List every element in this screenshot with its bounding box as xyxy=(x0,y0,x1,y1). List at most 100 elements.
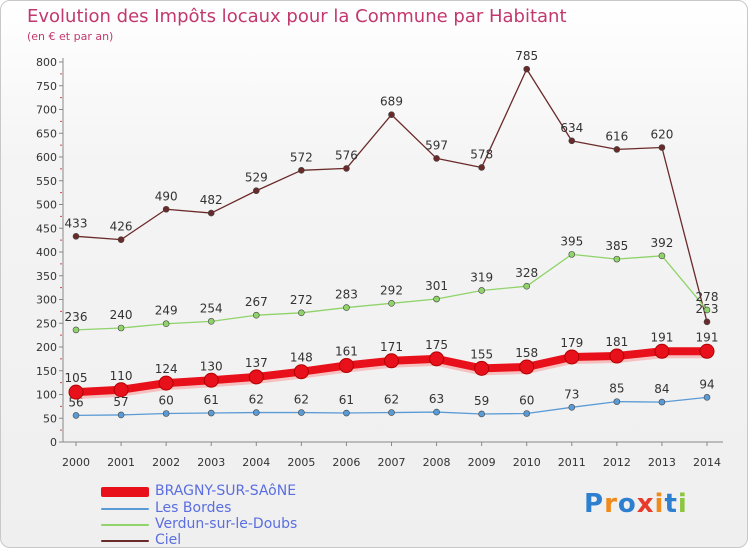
data-point-3 xyxy=(433,155,440,162)
data-point-2 xyxy=(252,311,260,319)
data-label: 181 xyxy=(605,335,628,349)
legend-swatch-bragny xyxy=(101,487,149,497)
data-point-1 xyxy=(252,409,260,416)
data-point-bragny xyxy=(429,351,445,367)
x-tick-label: 2000 xyxy=(62,456,90,469)
data-point-2 xyxy=(478,287,485,294)
data-point-1 xyxy=(703,394,711,401)
data-point-bragny xyxy=(293,364,309,380)
y-tick-label: 700 xyxy=(36,104,57,117)
data-point-1 xyxy=(117,411,125,419)
legend-label-ciel: Ciel xyxy=(155,532,182,548)
data-point-bragny xyxy=(519,359,535,375)
legend-swatch-verdun xyxy=(101,524,149,526)
data-label: 105 xyxy=(65,371,88,385)
data-label: 283 xyxy=(335,288,358,302)
data-point-2 xyxy=(568,251,576,258)
data-point-1 xyxy=(433,408,440,416)
y-tick-label: 750 xyxy=(36,80,57,93)
data-point-1 xyxy=(207,409,215,417)
data-label: 61 xyxy=(204,393,219,407)
data-label: 191 xyxy=(650,330,673,344)
data-point-bragny xyxy=(248,369,264,385)
data-label: 62 xyxy=(249,393,264,407)
data-point-1 xyxy=(162,410,170,417)
data-label: 597 xyxy=(425,138,448,152)
data-label: 392 xyxy=(650,236,673,250)
data-point-2 xyxy=(523,282,531,290)
data-label: 161 xyxy=(335,345,358,359)
data-point-3 xyxy=(252,187,260,195)
data-label: 433 xyxy=(65,216,88,230)
y-tick-label: 400 xyxy=(36,246,57,259)
y-tick-label: 50 xyxy=(43,412,57,425)
data-label: 292 xyxy=(380,283,403,297)
x-tick-label: 2001 xyxy=(107,456,135,469)
y-tick-label: 500 xyxy=(36,199,57,212)
data-label: 529 xyxy=(245,171,268,185)
data-label: 249 xyxy=(155,304,178,318)
legend-swatch-les-bordes xyxy=(101,508,149,510)
data-label: 63 xyxy=(429,392,444,406)
data-point-3 xyxy=(568,137,576,145)
data-point-2 xyxy=(343,304,350,311)
data-point-3 xyxy=(703,318,711,326)
data-label: 175 xyxy=(425,338,448,352)
x-tick-label: 2003 xyxy=(197,456,225,469)
y-tick-label: 250 xyxy=(36,317,57,330)
data-label: 124 xyxy=(155,362,178,376)
data-label: 482 xyxy=(200,193,223,207)
y-tick-label: 600 xyxy=(36,151,57,164)
data-label: 620 xyxy=(650,128,673,142)
data-label: 84 xyxy=(654,382,669,396)
data-point-1 xyxy=(343,409,350,417)
data-label: 60 xyxy=(519,394,534,408)
data-label: 130 xyxy=(200,359,223,373)
data-point-1 xyxy=(478,410,485,418)
data-point-1 xyxy=(72,412,80,419)
data-label: 60 xyxy=(159,394,174,408)
data-point-bragny xyxy=(384,353,399,369)
data-point-3 xyxy=(162,205,170,213)
x-tick-label: 2008 xyxy=(423,456,451,469)
data-label: 385 xyxy=(605,239,628,253)
data-point-bragny xyxy=(699,343,715,359)
data-label: 785 xyxy=(515,49,538,63)
data-label: 572 xyxy=(290,150,313,164)
data-label: 57 xyxy=(113,395,128,409)
data-point-3 xyxy=(658,144,666,151)
data-label: 62 xyxy=(384,393,399,407)
data-point-2 xyxy=(207,318,215,325)
data-point-3 xyxy=(613,146,621,153)
data-label: 137 xyxy=(245,356,268,370)
data-point-2 xyxy=(72,326,80,334)
data-label: 426 xyxy=(110,220,133,234)
y-tick-label: 550 xyxy=(36,175,57,188)
data-label: 62 xyxy=(294,393,309,407)
data-point-3 xyxy=(343,165,350,172)
data-label: 171 xyxy=(380,340,403,354)
proxiti-logo: Proxiti xyxy=(584,489,688,519)
data-point-1 xyxy=(568,404,576,411)
data-point-2 xyxy=(703,306,711,314)
data-point-3 xyxy=(478,164,485,171)
data-point-1 xyxy=(658,398,666,406)
y-tick-label: 800 xyxy=(36,56,57,69)
x-tick-label: 2004 xyxy=(242,456,270,469)
y-tick-label: 0 xyxy=(50,436,57,449)
data-label: 634 xyxy=(560,121,583,135)
data-label: 689 xyxy=(380,95,403,109)
data-label: 179 xyxy=(560,336,583,350)
x-tick-label: 2007 xyxy=(378,456,406,469)
data-label: 267 xyxy=(245,295,268,309)
data-point-2 xyxy=(298,309,305,317)
data-point-bragny xyxy=(609,348,625,364)
data-label: 278 xyxy=(696,290,719,304)
x-tick-label: 2012 xyxy=(603,456,631,469)
data-label: 155 xyxy=(470,347,493,361)
data-label: 301 xyxy=(425,279,448,293)
x-tick-label: 2013 xyxy=(648,456,676,469)
x-tick-label: 2005 xyxy=(287,456,315,469)
